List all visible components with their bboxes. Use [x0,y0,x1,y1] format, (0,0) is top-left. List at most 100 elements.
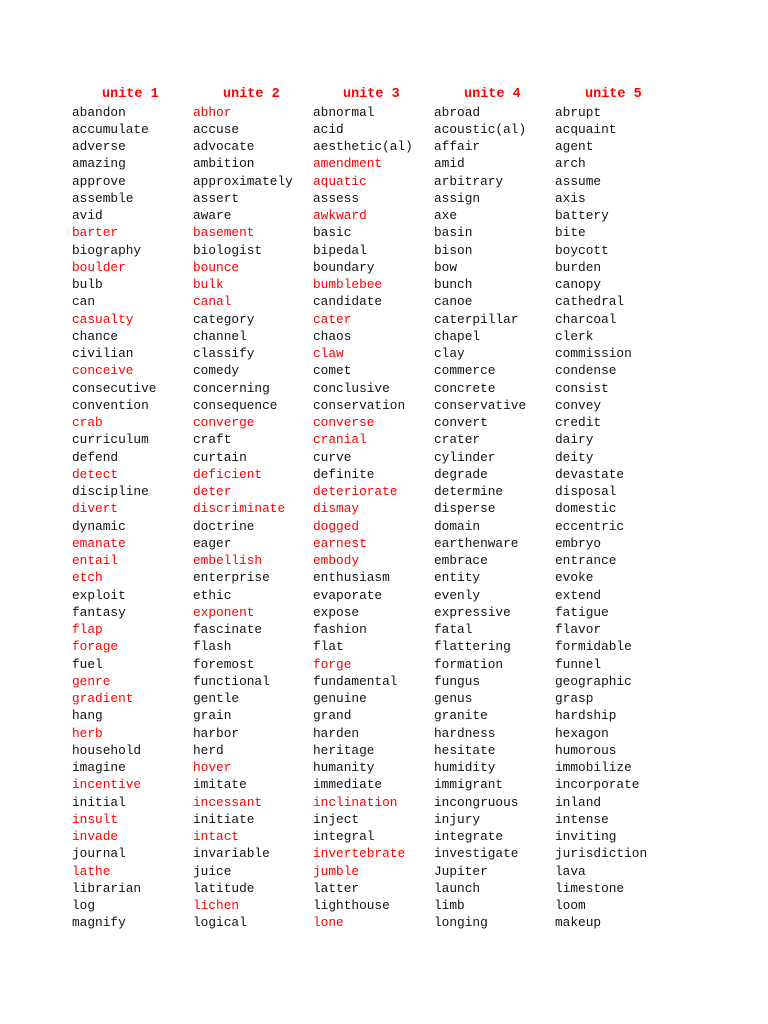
word: fatal [434,622,473,637]
word: dynamic [72,518,126,534]
word: integral [313,829,375,844]
word: hexagon [555,725,609,741]
word: grasp [555,691,594,706]
word: clerk [555,328,594,344]
word: grand [313,708,352,724]
word: commerce [434,363,496,379]
word: lava [555,863,586,879]
word: limestone [555,880,625,896]
highlighted-word: divert [72,501,119,517]
word: longing [434,915,488,931]
unit-header: unite 4 [464,87,521,102]
word: hesitate [434,742,496,758]
word: accumulate [72,121,149,137]
word: basin [434,225,473,241]
word: basic [313,225,352,241]
word: jurisdiction [555,846,648,862]
word: evenly [434,587,481,603]
word: embryo [555,535,602,551]
word: devastate [555,466,625,482]
word-list: abhor accuse advocate ambition approximately… [193,104,293,932]
word: embrace [434,553,488,568]
word: humorous [555,742,617,758]
word: funnel [555,656,602,672]
word: humidity [434,760,496,775]
word: convey [555,397,602,413]
word: injury [434,811,481,827]
word: comedy [193,363,240,379]
highlighted-word: abhor [193,104,232,120]
word: can [72,294,96,310]
word: bite [555,225,586,241]
word-list: abrupt acquaint agent arch assume axis battery… [555,104,647,932]
word-list: abandon accumulate adverse amazing approve as… [72,104,156,932]
word: curtain [193,449,247,465]
word: caterpillar [434,311,519,327]
word: fatigue [555,604,609,620]
word: flash [193,639,232,655]
highlighted-word: lone [313,915,344,931]
word: latter [313,880,360,896]
word: doctrine [193,518,255,534]
word: latitude [193,880,255,896]
highlighted-word: dismay [313,501,360,517]
word: heritage [313,742,375,758]
word: curriculum [72,432,149,448]
word: enthusiasm [313,570,390,586]
word: household [72,742,142,758]
word: bison [434,242,473,258]
word: ambition [193,156,255,172]
word: aesthetic(al) [313,139,413,154]
word: classify [193,346,255,361]
highlighted-word: conceive [72,363,134,379]
word: arbitrary [434,173,504,189]
highlighted-word: boulder [72,259,126,275]
word: inland [555,794,602,810]
word: evoke [555,570,594,586]
word: invariable [193,846,270,862]
word: acid [313,121,344,137]
highlighted-word: intact [193,829,240,844]
word: conservative [434,397,527,413]
word: incorporate [555,777,640,793]
unit-header: unite 5 [585,87,642,102]
word: channel [193,328,247,344]
word: chaos [313,328,352,344]
word: lighthouse [313,898,390,913]
word: expressive [434,604,511,620]
highlighted-word: amendment [313,156,383,172]
word: burden [555,259,602,275]
word: imagine [72,760,126,775]
word: disperse [434,501,496,517]
word: acoustic(al) [434,121,527,137]
word: biography [72,242,142,258]
word: cylinder [434,449,496,465]
word: abandon [72,104,126,120]
word: convention [72,397,149,413]
highlighted-word: basement [193,225,255,241]
word: condense [555,363,617,379]
word: craft [193,432,232,448]
word: limb [434,898,465,913]
highlighted-word: etch [72,570,103,586]
word: intense [555,811,609,827]
highlighted-word: bulk [193,277,224,292]
word: flat [313,639,344,655]
word: abnormal [313,104,375,120]
word: investigate [434,846,519,862]
word: fantasy [72,604,126,620]
word: harbor [193,725,240,741]
highlighted-word: incessant [193,794,263,810]
word: candidate [313,294,383,310]
word: biologist [193,242,263,258]
word: charcoal [555,311,617,327]
word: avid [72,208,103,223]
highlighted-word: awkward [313,208,367,223]
word: clay [434,346,465,361]
word: amazing [72,156,126,172]
highlighted-word: casualty [72,311,134,327]
word: formation [434,656,504,672]
word: defend [72,449,119,465]
word: hardness [434,725,496,741]
highlighted-word: detect [72,466,119,482]
